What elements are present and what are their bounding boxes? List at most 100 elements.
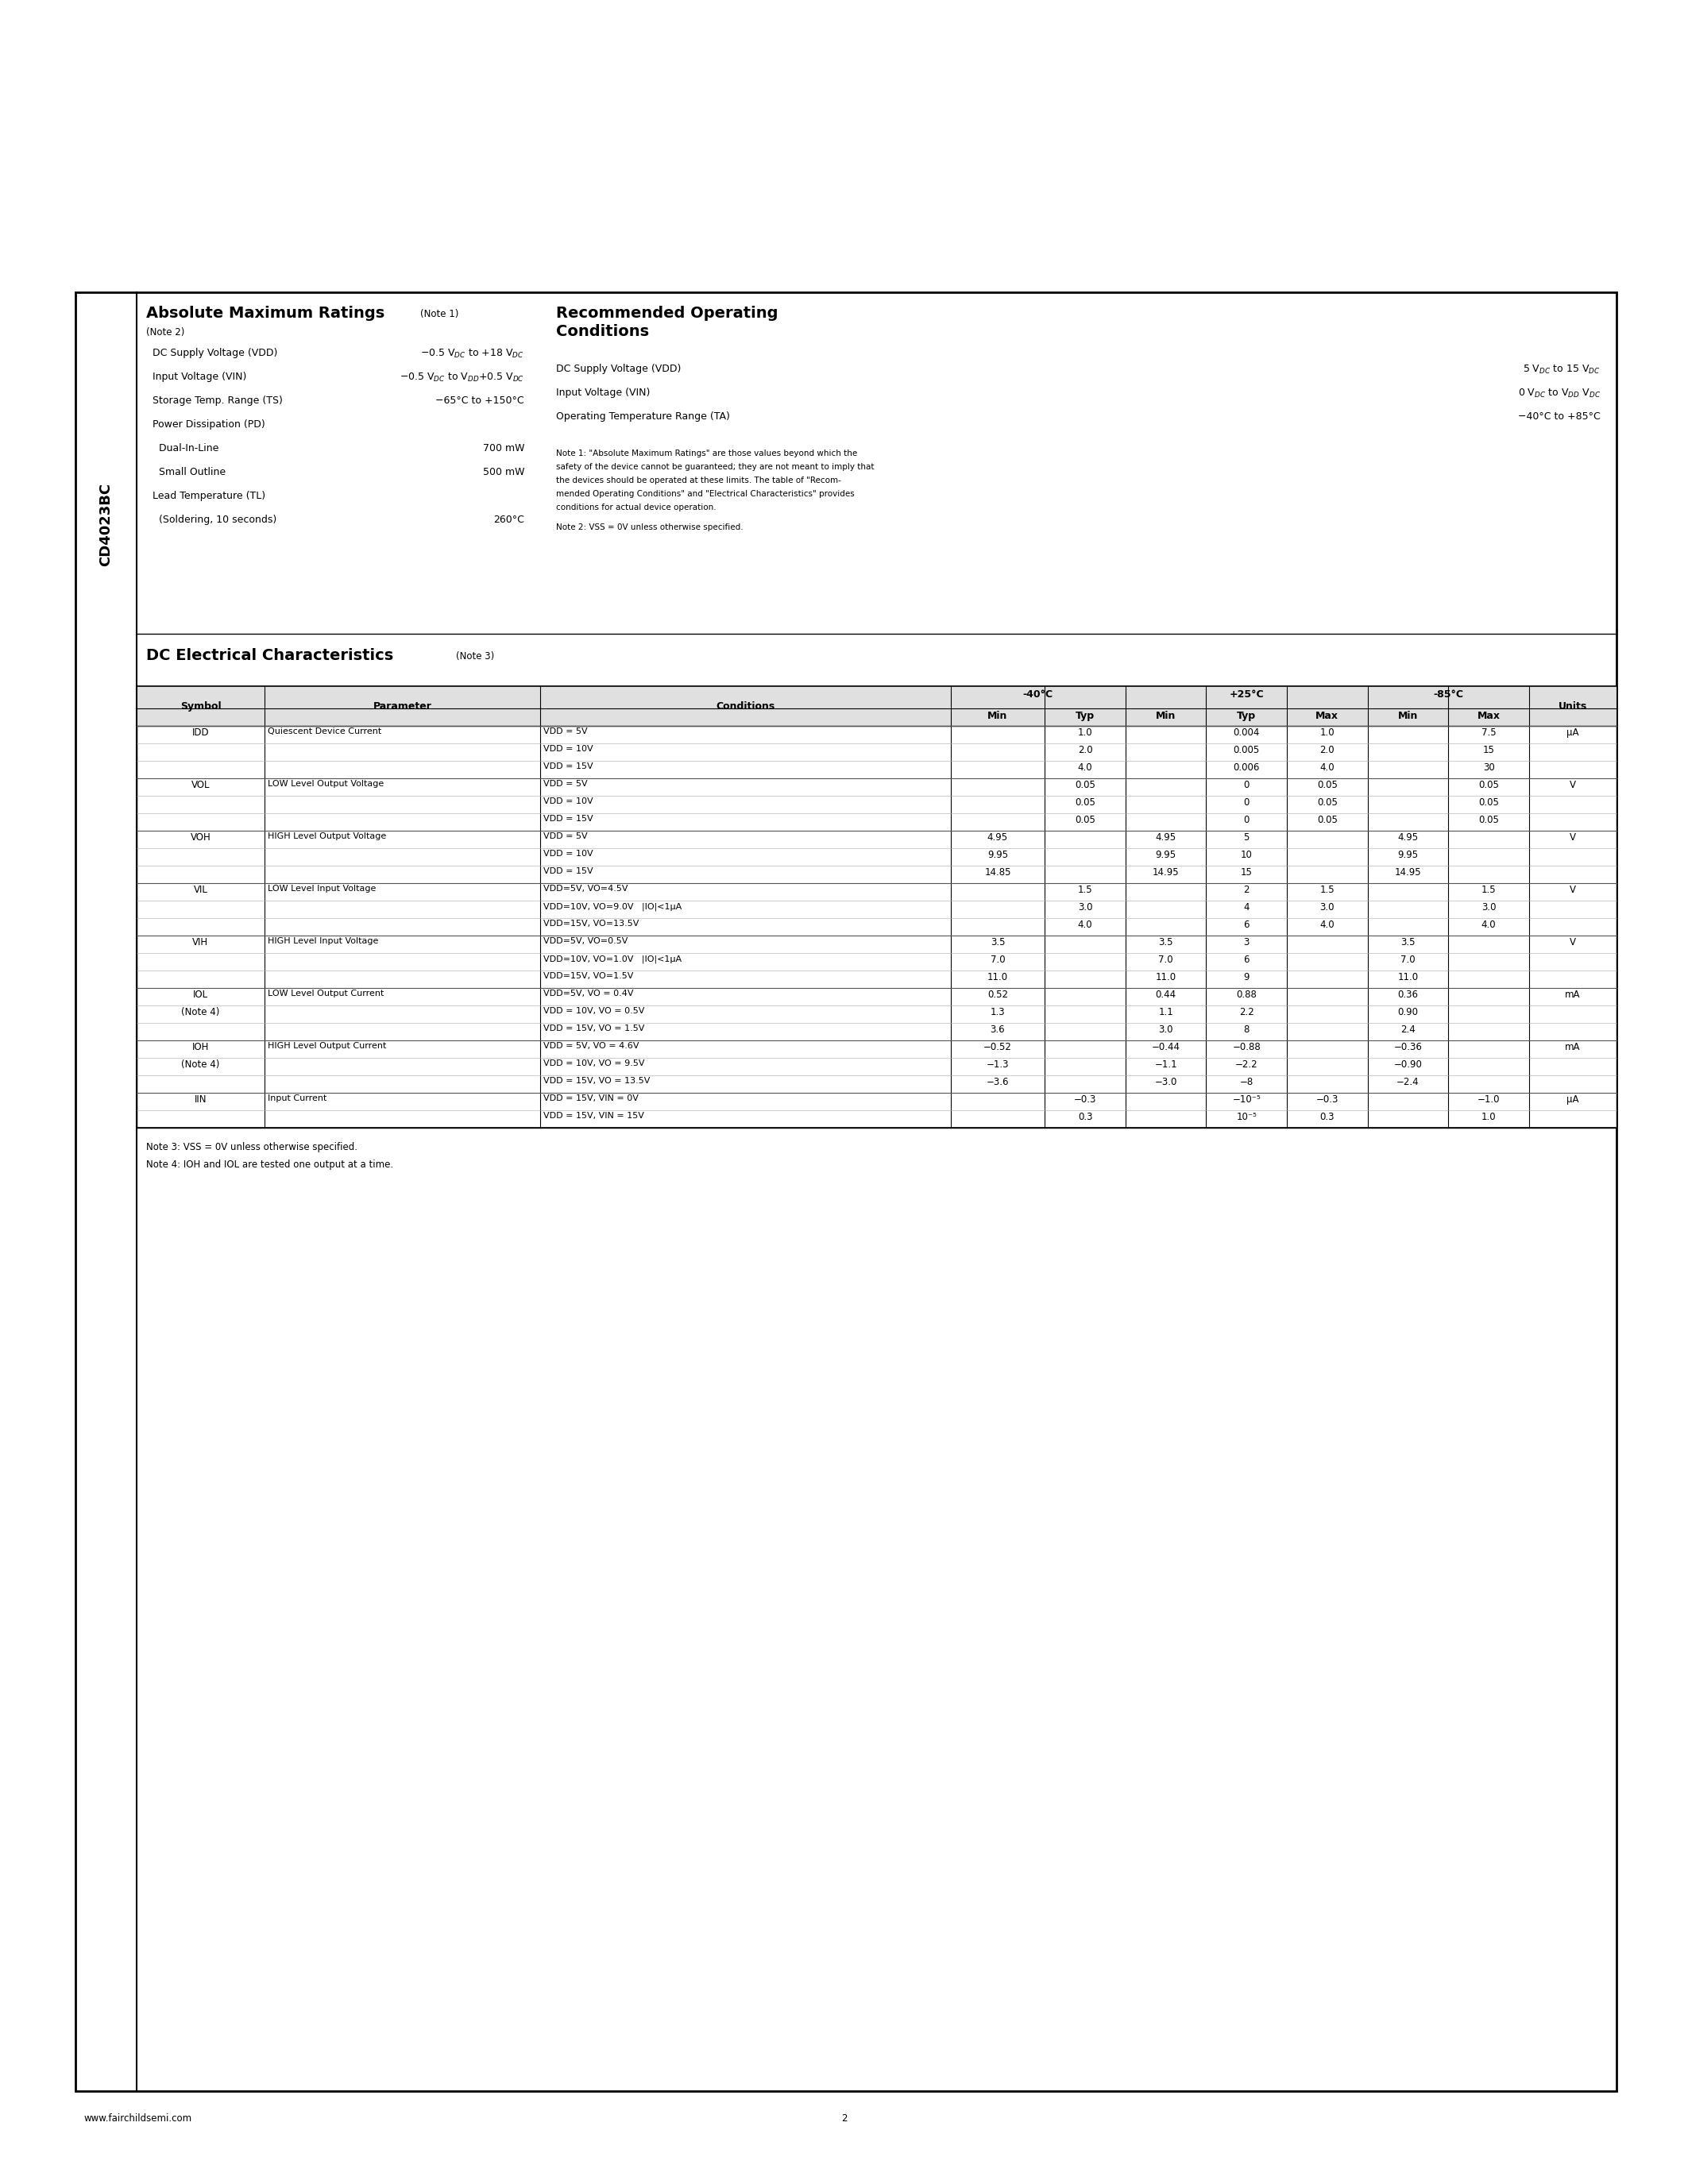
Text: 11.0: 11.0 (987, 972, 1008, 983)
Bar (76, 293, 1617, 2090)
Text: Input Current: Input Current (268, 1094, 327, 1103)
Text: LOW Level Output Voltage: LOW Level Output Voltage (268, 780, 383, 788)
Text: 1.5: 1.5 (1077, 885, 1092, 895)
Text: Max: Max (1315, 710, 1339, 721)
Text: (Soldering, 10 seconds): (Soldering, 10 seconds) (152, 515, 277, 524)
Text: VDD = 15V: VDD = 15V (544, 867, 592, 876)
Text: 260°C: 260°C (493, 515, 525, 524)
Text: −0.44: −0.44 (1151, 1042, 1180, 1053)
Text: −40°C to +85°C: −40°C to +85°C (1518, 411, 1600, 422)
Text: −65°C to +150°C: −65°C to +150°C (436, 395, 525, 406)
Text: 3.0: 3.0 (1077, 902, 1092, 913)
Text: VDD = 10V, VO = 9.5V: VDD = 10V, VO = 9.5V (544, 1059, 645, 1068)
Text: Parameter: Parameter (373, 701, 432, 712)
Text: 9.95: 9.95 (987, 850, 1008, 860)
Text: 3.6: 3.6 (991, 1024, 1004, 1035)
Text: -40°C: -40°C (1023, 690, 1053, 699)
Text: -85°C: -85°C (1433, 690, 1463, 699)
Text: VDD=10V, VO=9.0V   |IO|<1μA: VDD=10V, VO=9.0V |IO|<1μA (544, 902, 682, 911)
Text: 2.0: 2.0 (1077, 745, 1092, 756)
Text: Typ: Typ (1237, 710, 1256, 721)
Text: 4.0: 4.0 (1077, 919, 1092, 930)
Text: 6: 6 (1244, 919, 1249, 930)
Text: 14.95: 14.95 (1394, 867, 1421, 878)
Text: +25°C: +25°C (1229, 690, 1264, 699)
Text: 0.05: 0.05 (1075, 815, 1096, 826)
Text: 0.52: 0.52 (987, 989, 1008, 1000)
Text: −0.3: −0.3 (1317, 1094, 1339, 1105)
Text: −0.5 V$_{DC}$ to +18 V$_{DC}$: −0.5 V$_{DC}$ to +18 V$_{DC}$ (420, 347, 525, 360)
Text: 8: 8 (1244, 1024, 1249, 1035)
Text: Note 1: "Absolute Maximum Ratings" are those values beyond which the: Note 1: "Absolute Maximum Ratings" are t… (555, 450, 858, 456)
Text: 15: 15 (1241, 867, 1252, 878)
Text: DC Electrical Characteristics: DC Electrical Characteristics (147, 649, 393, 664)
Text: Input Voltage (VIN): Input Voltage (VIN) (152, 371, 246, 382)
Text: Units: Units (1558, 701, 1587, 712)
Text: 4.95: 4.95 (987, 832, 1008, 843)
Text: V: V (1570, 832, 1577, 843)
Text: −10⁻⁵: −10⁻⁵ (1232, 1094, 1261, 1105)
Text: V: V (1570, 780, 1577, 791)
Text: 0.05: 0.05 (1317, 780, 1337, 791)
Text: Note 3: VSS = 0V unless otherwise specified.: Note 3: VSS = 0V unless otherwise specif… (147, 1142, 358, 1153)
Text: 7.5: 7.5 (1482, 727, 1496, 738)
Text: 0.36: 0.36 (1398, 989, 1418, 1000)
Text: VDD = 15V, VO = 1.5V: VDD = 15V, VO = 1.5V (544, 1024, 645, 1033)
Text: Conditions: Conditions (555, 323, 650, 339)
Text: Recommended Operating: Recommended Operating (555, 306, 778, 321)
Text: VDD = 5V: VDD = 5V (544, 727, 587, 736)
Text: −0.90: −0.90 (1394, 1059, 1423, 1070)
Bar (137, 686, 1617, 1127)
Text: 14.85: 14.85 (984, 867, 1011, 878)
Text: VDD=15V, VO=13.5V: VDD=15V, VO=13.5V (544, 919, 640, 928)
Text: the devices should be operated at these limits. The table of "Recom-: the devices should be operated at these … (555, 476, 841, 485)
Text: 1.5: 1.5 (1320, 885, 1335, 895)
Text: IDD: IDD (192, 727, 209, 738)
Text: 1.0: 1.0 (1320, 727, 1335, 738)
Text: mA: mA (1565, 989, 1580, 1000)
Text: Note 4: IOH and IOL are tested one output at a time.: Note 4: IOH and IOL are tested one outpu… (147, 1160, 393, 1171)
Text: 0.3: 0.3 (1077, 1112, 1092, 1123)
Text: 3.0: 3.0 (1482, 902, 1496, 913)
Text: 3.0: 3.0 (1320, 902, 1335, 913)
Text: V: V (1570, 937, 1577, 948)
Text: 4.0: 4.0 (1482, 919, 1496, 930)
Text: Small Outline: Small Outline (152, 467, 226, 478)
Text: Typ: Typ (1075, 710, 1096, 721)
Text: 0 V$_{DC}$ to V$_{DD}$ V$_{DC}$: 0 V$_{DC}$ to V$_{DD}$ V$_{DC}$ (1518, 387, 1600, 400)
Text: VDD = 10V: VDD = 10V (544, 797, 592, 806)
Text: 4.95: 4.95 (1156, 832, 1177, 843)
Text: 4.0: 4.0 (1320, 919, 1335, 930)
Text: 0.05: 0.05 (1317, 797, 1337, 808)
Text: 2.2: 2.2 (1239, 1007, 1254, 1018)
Text: 2: 2 (841, 2114, 847, 2123)
Text: 7.0: 7.0 (991, 954, 1004, 965)
Text: 1.0: 1.0 (1482, 1112, 1496, 1123)
Text: −0.5 V$_{DC}$ to V$_{DD}$+0.5 V$_{DC}$: −0.5 V$_{DC}$ to V$_{DD}$+0.5 V$_{DC}$ (400, 371, 525, 384)
Text: 0: 0 (1244, 797, 1249, 808)
Text: LOW Level Input Voltage: LOW Level Input Voltage (268, 885, 376, 893)
Text: Lead Temperature (TL): Lead Temperature (TL) (152, 491, 265, 500)
Text: μA: μA (1566, 727, 1578, 738)
Text: VDD=5V, VO=4.5V: VDD=5V, VO=4.5V (544, 885, 628, 893)
Text: 0.004: 0.004 (1234, 727, 1259, 738)
Text: VDD = 15V: VDD = 15V (544, 762, 592, 771)
Text: (Note 4): (Note 4) (181, 1007, 219, 1018)
Text: 1.3: 1.3 (991, 1007, 1004, 1018)
Text: 3.0: 3.0 (1158, 1024, 1173, 1035)
Text: 6: 6 (1244, 954, 1249, 965)
Text: LOW Level Output Current: LOW Level Output Current (268, 989, 383, 998)
Text: 11.0: 11.0 (1156, 972, 1177, 983)
Text: VDD = 5V: VDD = 5V (544, 780, 587, 788)
Text: Dual-In-Line: Dual-In-Line (152, 443, 219, 454)
Text: 500 mW: 500 mW (483, 467, 525, 478)
Text: safety of the device cannot be guaranteed; they are not meant to imply that: safety of the device cannot be guarantee… (555, 463, 874, 472)
Text: HIGH Level Input Voltage: HIGH Level Input Voltage (268, 937, 378, 946)
Text: 1.5: 1.5 (1482, 885, 1496, 895)
Text: 4.0: 4.0 (1320, 762, 1335, 773)
Text: Max: Max (1477, 710, 1501, 721)
Text: −1.3: −1.3 (986, 1059, 1009, 1070)
Text: −0.88: −0.88 (1232, 1042, 1261, 1053)
Text: DC Supply Voltage (VDD): DC Supply Voltage (VDD) (152, 347, 277, 358)
Text: 2.0: 2.0 (1320, 745, 1335, 756)
